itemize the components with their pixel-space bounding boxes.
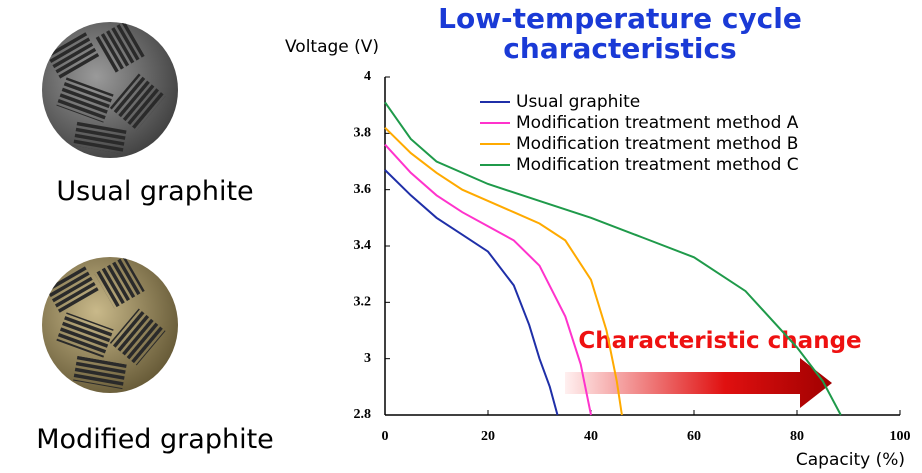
annotation: Characteristic change xyxy=(578,328,861,354)
y-tick-label: 3.8 xyxy=(354,126,372,141)
x-tick-label: 20 xyxy=(481,429,495,444)
y-tick-label: 4 xyxy=(364,69,371,84)
data-line xyxy=(384,143,592,416)
y-tick-label: 3.2 xyxy=(354,295,372,310)
modified-graphite-image xyxy=(42,257,178,393)
y-tick-label: 2.8 xyxy=(354,407,372,422)
y-tick-label: 3.6 xyxy=(354,182,372,197)
image-label: Modified graphite xyxy=(36,424,274,455)
x-tick-label: 100 xyxy=(890,429,911,444)
x-tick-label: 40 xyxy=(584,429,598,444)
y-axis-label: Voltage (V) xyxy=(285,37,379,57)
graphite-image xyxy=(42,22,178,158)
x-tick-label: 80 xyxy=(790,429,804,444)
arrow xyxy=(565,358,832,408)
x-axis-label: Capacity (%) xyxy=(796,450,905,470)
image-label: Usual graphite xyxy=(56,176,253,207)
chart-title: Low-temperature cycle characteristics xyxy=(438,2,802,65)
legend-label: Modification treatment method B xyxy=(516,134,798,154)
data-line xyxy=(384,101,842,416)
y-tick-label: 3 xyxy=(364,351,371,366)
legend-label: Modification treatment method A xyxy=(516,113,799,133)
x-tick-label: 0 xyxy=(382,429,389,444)
legend-label: Usual graphite xyxy=(516,92,640,112)
legend-label: Modification treatment method C xyxy=(516,155,799,175)
data-line xyxy=(384,126,623,416)
y-tick-label: 3.4 xyxy=(354,238,372,253)
x-tick-label: 60 xyxy=(687,429,701,444)
data-line xyxy=(384,169,559,416)
